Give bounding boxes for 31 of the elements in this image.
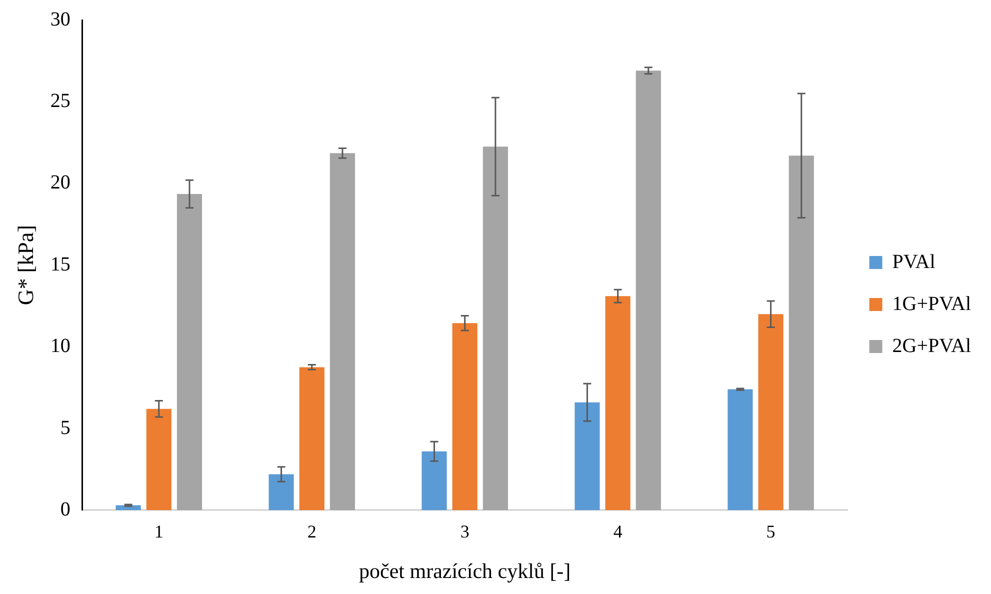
legend-label: 2G+PVAl	[892, 334, 972, 357]
bar	[268, 474, 294, 510]
x-tick-label: 5	[766, 522, 776, 542]
bar	[330, 153, 356, 510]
bar	[299, 367, 324, 510]
legend-label: 1G+PVAl	[892, 292, 972, 315]
legend-label: PVAl	[892, 250, 936, 273]
x-tick-label: 2	[307, 522, 316, 542]
x-tick-label: 4	[613, 522, 622, 542]
bar	[482, 146, 508, 510]
bar	[605, 296, 630, 510]
bar	[176, 194, 202, 510]
y-axis-title: G* [kPa]	[12, 225, 38, 306]
x-axis-title: počet mrazících cyklů [-]	[359, 558, 571, 583]
bar	[788, 156, 814, 510]
y-tick-label: 0	[60, 498, 70, 520]
bar	[574, 402, 600, 510]
y-tick-label: 20	[50, 172, 70, 194]
y-tick-label: 30	[50, 8, 70, 30]
bar	[728, 389, 753, 510]
y-tick-label: 10	[50, 335, 70, 358]
bar	[758, 314, 784, 510]
y-tick-label: 25	[50, 90, 70, 112]
y-tick-label: 15	[50, 253, 70, 276]
bar	[422, 451, 447, 510]
bar	[636, 70, 661, 510]
x-tick-label: 3	[460, 522, 470, 542]
bar	[452, 323, 478, 510]
x-tick-label: 1	[154, 522, 164, 542]
y-tick-label: 5	[60, 416, 70, 439]
bar	[146, 408, 172, 510]
